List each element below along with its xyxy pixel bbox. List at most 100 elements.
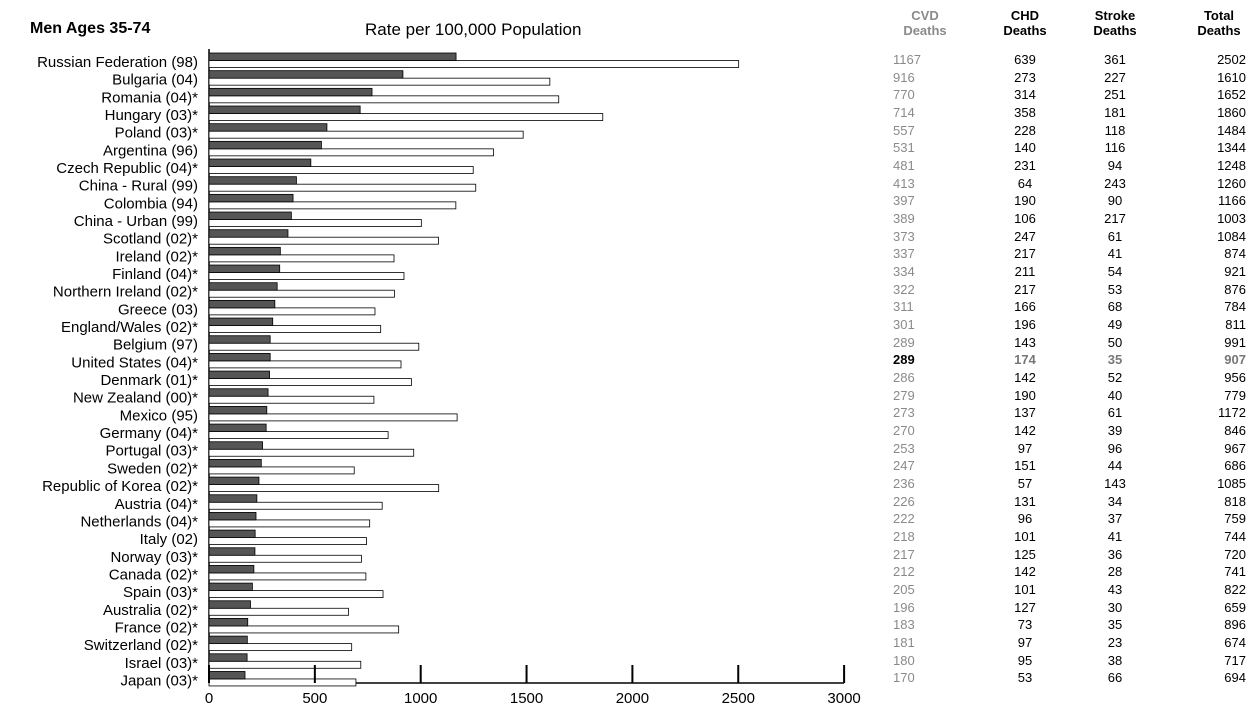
chd-deaths-value: 137 bbox=[1014, 405, 1036, 421]
country-label: Finland (04)* bbox=[112, 266, 198, 283]
cvd-deaths-bar bbox=[208, 282, 278, 291]
total-deaths-value: 686 bbox=[1224, 458, 1246, 474]
chd-deaths-value: 151 bbox=[1014, 458, 1036, 474]
cvd-deaths-bar bbox=[208, 352, 271, 362]
total-deaths-bar bbox=[208, 272, 405, 280]
total-deaths-bar bbox=[208, 625, 400, 634]
cvd-deaths-value: 311 bbox=[893, 299, 914, 315]
stroke-deaths-value: 61 bbox=[1107, 228, 1123, 244]
cvd-deaths-value: 301 bbox=[893, 317, 915, 333]
total-header-line2: Deaths bbox=[1197, 23, 1241, 38]
cvd-deaths-bar bbox=[208, 388, 269, 397]
total-deaths-value: 991 bbox=[1224, 334, 1246, 350]
stroke-deaths-value: 38 bbox=[1107, 652, 1123, 668]
stroke-deaths-value: 39 bbox=[1107, 423, 1123, 439]
cvd-deaths-bar bbox=[208, 618, 249, 627]
country-label: Australia (02)* bbox=[103, 602, 198, 619]
cvd-deaths-value: 286 bbox=[893, 370, 915, 386]
stroke-deaths-value: 66 bbox=[1107, 670, 1123, 686]
cvd-deaths-value: 222 bbox=[893, 511, 915, 527]
cvd-deaths-value: 218 bbox=[893, 529, 915, 545]
cvd-deaths-value: 181 bbox=[893, 635, 915, 651]
cvd-deaths-bar bbox=[208, 582, 253, 591]
chd-deaths-value: 53 bbox=[1017, 670, 1033, 686]
stroke-deaths-value: 116 bbox=[1104, 140, 1126, 156]
stroke-deaths-value: 61 bbox=[1107, 405, 1123, 421]
total-deaths-value: 720 bbox=[1224, 546, 1246, 562]
x-tick-label: 1000 bbox=[404, 690, 437, 707]
cvd-deaths-bar bbox=[208, 317, 274, 326]
country-label: Mexico (95) bbox=[120, 407, 198, 424]
chd-deaths-value: 217 bbox=[1014, 246, 1036, 262]
total-deaths-bar bbox=[208, 307, 376, 316]
cvd-deaths-value: 217 bbox=[893, 546, 915, 562]
cvd-deaths-value: 322 bbox=[893, 281, 915, 297]
country-label: Ireland (02)* bbox=[115, 248, 198, 265]
country-label: China - Urban (99) bbox=[74, 213, 198, 230]
total-deaths-bar bbox=[208, 183, 477, 192]
x-tick-label: 1500 bbox=[510, 690, 543, 707]
chd-deaths-value: 73 bbox=[1017, 617, 1033, 633]
total-deaths-bar bbox=[208, 360, 402, 369]
stroke-deaths-value: 30 bbox=[1107, 599, 1123, 615]
chd-deaths-value: 140 bbox=[1014, 140, 1036, 156]
cvd-deaths-bar bbox=[208, 671, 246, 680]
total-deaths-bar bbox=[208, 130, 524, 139]
chd-header-line2: Deaths bbox=[1003, 23, 1047, 38]
cvd-deaths-bar bbox=[208, 459, 262, 468]
stroke-deaths-value: 43 bbox=[1107, 582, 1123, 598]
cvd-deaths-value: 334 bbox=[893, 264, 915, 280]
total-deaths-bar bbox=[208, 413, 458, 422]
stroke-deaths-value: 54 bbox=[1107, 264, 1123, 280]
chd-deaths-value: 95 bbox=[1017, 652, 1033, 668]
total-deaths-value: 1610 bbox=[1217, 69, 1246, 85]
cvd-deaths-bar bbox=[208, 565, 255, 574]
total-deaths-value: 818 bbox=[1224, 493, 1246, 509]
cvd-deaths-value: 397 bbox=[893, 193, 915, 209]
cvd-deaths-bar bbox=[208, 405, 268, 415]
chd-deaths-value: 125 bbox=[1014, 546, 1036, 562]
stroke-deaths-value: 243 bbox=[1104, 175, 1126, 191]
country-label: Canada (02)* bbox=[109, 566, 198, 583]
cvd-deaths-value: 916 bbox=[893, 69, 915, 85]
cvd-deaths-value: 289 bbox=[893, 352, 915, 368]
stroke-deaths-value: 217 bbox=[1104, 211, 1126, 227]
chd-deaths-value: 101 bbox=[1014, 529, 1036, 545]
chd-deaths-value: 174 bbox=[1014, 352, 1036, 368]
chd-deaths-value: 97 bbox=[1017, 635, 1033, 651]
stroke-deaths-value: 50 bbox=[1107, 334, 1123, 350]
stroke-deaths-value: 41 bbox=[1107, 529, 1123, 545]
stroke-header-line1: Stroke bbox=[1094, 8, 1136, 23]
stroke-deaths-value: 23 bbox=[1107, 635, 1123, 651]
total-deaths-value: 1166 bbox=[1218, 193, 1246, 209]
country-label: Czech Republic (04)* bbox=[56, 160, 198, 177]
group-title: Men Ages 35-74 bbox=[30, 20, 151, 37]
chd-deaths-value: 358 bbox=[1014, 105, 1036, 120]
cvd-deaths-bar bbox=[208, 211, 292, 220]
stroke-deaths-value: 251 bbox=[1104, 87, 1126, 103]
country-label: Japan (03)* bbox=[120, 672, 198, 689]
cvd-deaths-bar bbox=[208, 229, 289, 238]
cvd-deaths-value: 289 bbox=[893, 334, 915, 350]
stroke-deaths-value: 118 bbox=[1104, 122, 1126, 138]
cvd-deaths-bar bbox=[208, 176, 297, 185]
country-label: Germany (04)* bbox=[100, 425, 199, 442]
cvd-deaths-bar bbox=[208, 512, 257, 521]
country-label: Northern Ireland (02)* bbox=[53, 284, 198, 301]
total-deaths-bar bbox=[208, 254, 395, 263]
cvd-deaths-value: 413 bbox=[893, 175, 915, 191]
stroke-deaths-value: 28 bbox=[1107, 564, 1123, 580]
stroke-deaths-value: 53 bbox=[1107, 281, 1123, 297]
total-deaths-bar bbox=[208, 466, 355, 475]
cvd-deaths-value: 270 bbox=[893, 423, 915, 439]
country-label: Sweden (02)* bbox=[107, 460, 198, 477]
cvd-deaths-value: 481 bbox=[893, 158, 915, 174]
cvd-deaths-value: 557 bbox=[893, 122, 915, 138]
chd-deaths-value: 217 bbox=[1014, 281, 1036, 297]
total-deaths-value: 967 bbox=[1224, 440, 1246, 456]
total-deaths-value: 876 bbox=[1224, 281, 1246, 297]
chd-deaths-value: 131 bbox=[1014, 493, 1036, 509]
country-label: Greece (03) bbox=[118, 301, 198, 318]
total-deaths-value: 1652 bbox=[1217, 87, 1246, 103]
